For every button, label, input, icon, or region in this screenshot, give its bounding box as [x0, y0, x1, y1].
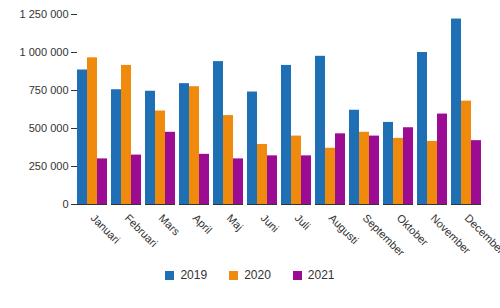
svg-text:Augusti: Augusti	[327, 212, 361, 246]
svg-text:750 000: 750 000	[29, 84, 69, 96]
svg-text:September: September	[360, 211, 408, 259]
svg-text:Februari: Februari	[123, 212, 160, 249]
svg-text:Maj: Maj	[225, 212, 246, 233]
svg-text:Juli: Juli	[293, 212, 313, 232]
svg-text:500 000: 500 000	[29, 122, 69, 134]
svg-text:April: April	[191, 212, 215, 236]
svg-text:1 250 000: 1 250 000	[20, 8, 69, 20]
html-text:2019: 2019	[180, 268, 208, 282]
html-text:2020: 2020	[244, 268, 271, 282]
svg-text:November: November	[428, 211, 473, 257]
svg-text:Mars: Mars	[157, 212, 183, 238]
html-text:2021: 2021	[307, 268, 335, 282]
svg-text:0: 0	[62, 198, 68, 210]
svg-text:Januari: Januari	[89, 212, 123, 246]
svg-text:December: December	[463, 212, 500, 257]
svg-text:Juni: Juni	[259, 212, 282, 235]
svg-text:Oktober: Oktober	[395, 212, 431, 248]
svg-text:1 000 000: 1 000 000	[20, 46, 69, 58]
svg-text:250 000: 250 000	[29, 160, 69, 172]
